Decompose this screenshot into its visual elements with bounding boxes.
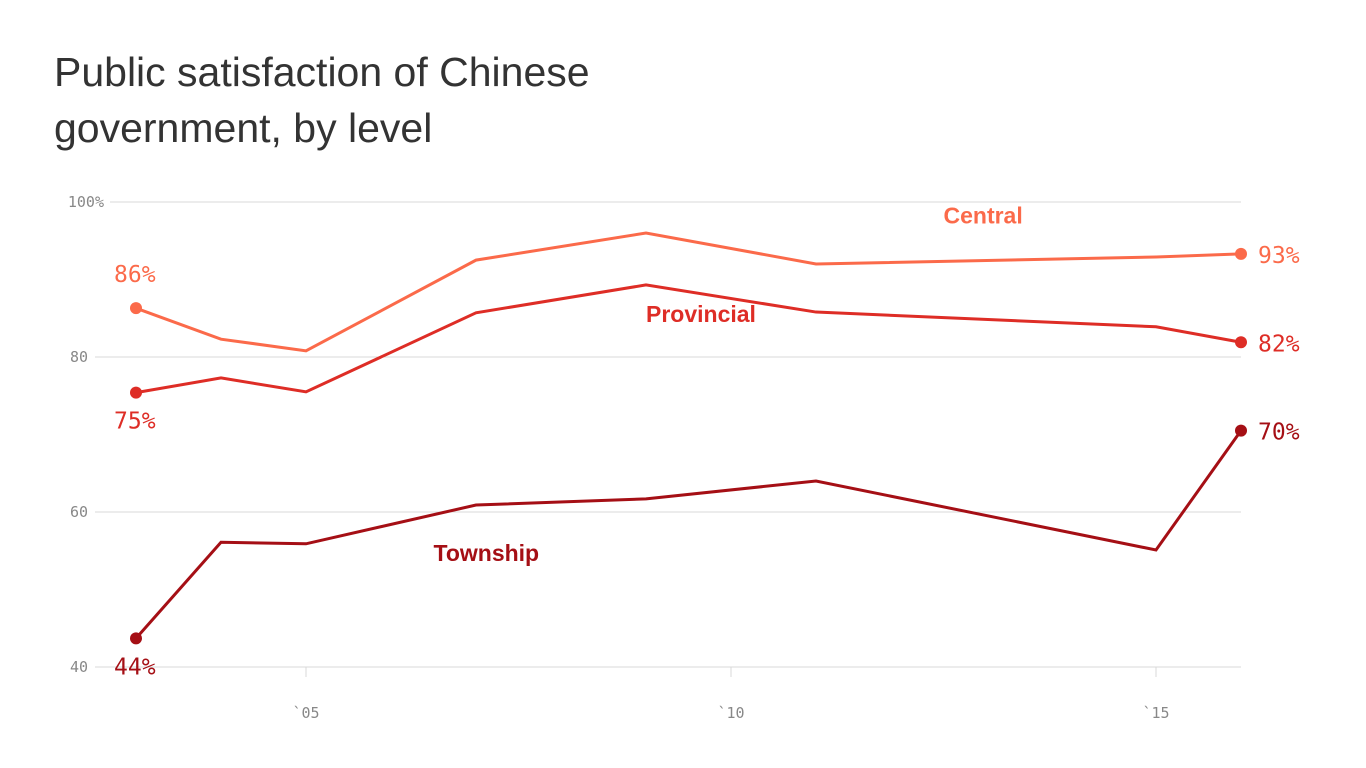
y-tick-label: 60 [70,503,88,521]
start-point [130,632,142,645]
start-value-label: 75% [114,409,156,435]
x-tick-label: `15 [1142,704,1169,722]
end-value-label: 82% [1258,331,1300,357]
y-tick-label: 40 [70,658,88,676]
end-point [1235,424,1247,437]
series-label: Township [434,540,540,566]
y-tick-label: 80 [70,348,88,366]
series-line-provincial [135,283,1242,395]
end-value-label: 70% [1258,420,1300,446]
end-value-label: 93% [1258,243,1300,269]
end-point [1235,336,1247,349]
start-point [130,302,142,315]
series-label: Provincial [646,301,756,327]
x-tick-label: `05 [292,704,319,722]
x-tick-label: `10 [717,704,744,722]
chart-title: Public satisfaction of Chinese governmen… [54,49,590,151]
start-value-label: 44% [114,654,156,680]
start-value-label: 86% [114,262,156,288]
y-tick-label: 100% [68,193,104,211]
end-point [1235,247,1247,260]
series-line-central [135,231,1242,353]
series-label: Central [944,203,1023,229]
start-point [130,386,142,399]
series-line-township [134,429,1243,640]
